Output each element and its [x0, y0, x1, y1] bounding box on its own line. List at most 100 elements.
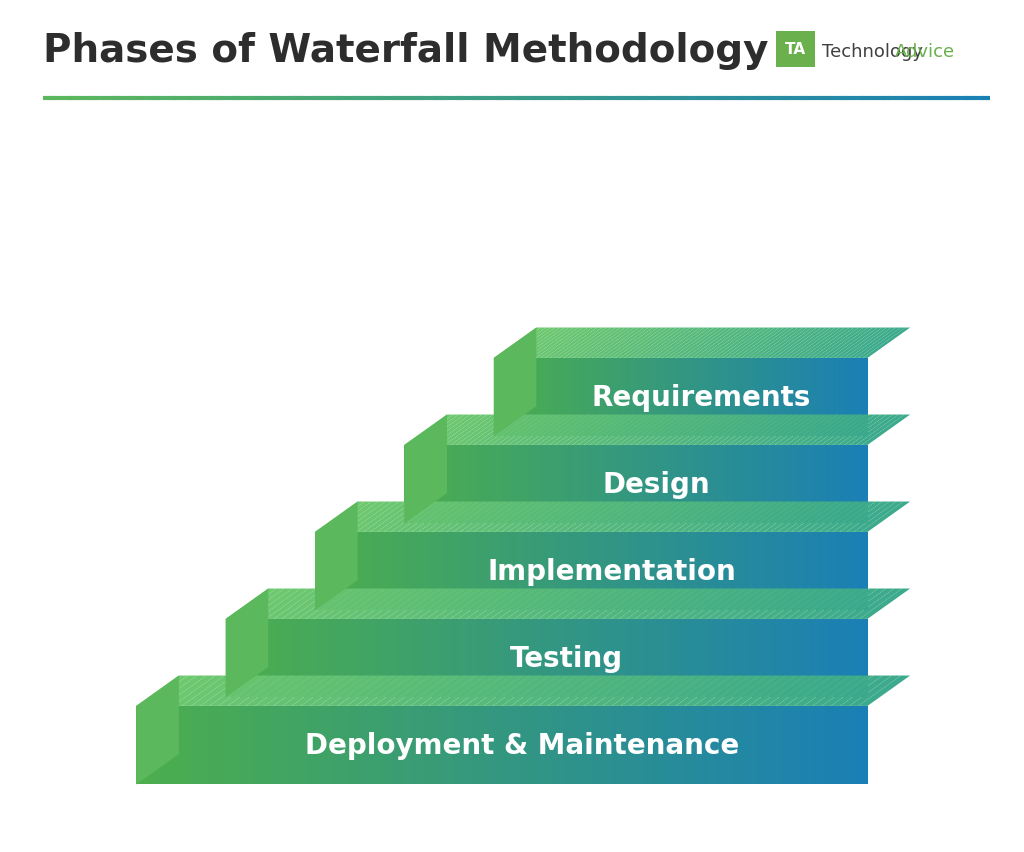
Bar — [535, 359, 538, 437]
Bar — [821, 532, 826, 611]
Polygon shape — [652, 328, 699, 359]
Text: TA: TA — [784, 43, 806, 57]
Polygon shape — [182, 676, 233, 706]
Bar — [451, 446, 455, 524]
Bar — [381, 619, 386, 698]
Polygon shape — [474, 415, 522, 446]
Polygon shape — [598, 502, 648, 532]
Polygon shape — [830, 676, 883, 706]
Polygon shape — [264, 676, 316, 706]
Polygon shape — [562, 589, 613, 619]
Bar — [215, 706, 222, 785]
Bar — [863, 446, 867, 524]
Bar — [667, 446, 671, 524]
Polygon shape — [611, 676, 664, 706]
Bar — [710, 446, 714, 524]
Bar — [833, 446, 837, 524]
Bar — [744, 619, 750, 698]
Bar — [572, 532, 578, 611]
Bar — [653, 619, 659, 698]
Bar — [753, 359, 756, 437]
Bar — [337, 706, 344, 785]
Bar — [547, 619, 552, 698]
Bar — [600, 359, 603, 437]
Polygon shape — [755, 589, 806, 619]
Bar — [768, 359, 771, 437]
Bar — [687, 359, 690, 437]
Bar — [322, 619, 328, 698]
Polygon shape — [653, 415, 701, 446]
Bar — [471, 532, 476, 611]
Polygon shape — [676, 328, 723, 359]
Polygon shape — [688, 502, 737, 532]
Bar — [531, 359, 535, 437]
Bar — [841, 619, 846, 698]
Bar — [509, 446, 513, 524]
Bar — [237, 619, 242, 698]
Bar — [725, 532, 729, 611]
Polygon shape — [602, 676, 654, 706]
Polygon shape — [741, 328, 788, 359]
Bar — [658, 359, 663, 437]
Polygon shape — [563, 502, 613, 532]
Polygon shape — [840, 502, 890, 532]
Polygon shape — [643, 589, 693, 619]
Bar — [762, 359, 765, 437]
Bar — [783, 359, 786, 437]
Bar — [740, 446, 744, 524]
Polygon shape — [615, 328, 663, 359]
Bar — [739, 619, 744, 698]
Bar — [489, 706, 496, 785]
Bar — [333, 619, 338, 698]
Bar — [675, 619, 681, 698]
Bar — [697, 446, 701, 524]
Polygon shape — [699, 415, 749, 446]
Bar — [628, 532, 633, 611]
Bar — [825, 446, 829, 524]
Bar — [544, 446, 548, 524]
Bar — [477, 706, 483, 785]
Polygon shape — [559, 328, 606, 359]
Polygon shape — [821, 328, 868, 359]
Polygon shape — [246, 676, 298, 706]
Bar — [764, 706, 770, 785]
Polygon shape — [667, 589, 718, 619]
Bar — [660, 532, 666, 611]
Polygon shape — [573, 328, 621, 359]
Bar — [161, 706, 167, 785]
Bar — [684, 359, 687, 437]
Polygon shape — [451, 415, 499, 446]
Bar — [659, 446, 664, 524]
Polygon shape — [701, 502, 752, 532]
Polygon shape — [420, 676, 471, 706]
Polygon shape — [494, 328, 541, 359]
Bar — [514, 619, 520, 698]
Bar — [674, 532, 679, 611]
Polygon shape — [601, 415, 649, 446]
Bar — [686, 619, 691, 698]
Bar — [814, 359, 818, 437]
Polygon shape — [723, 589, 774, 619]
Polygon shape — [780, 415, 829, 446]
Bar — [524, 446, 528, 524]
Polygon shape — [451, 589, 501, 619]
Bar — [748, 532, 753, 611]
Bar — [412, 532, 417, 611]
Polygon shape — [682, 415, 731, 446]
Polygon shape — [795, 676, 846, 706]
Polygon shape — [508, 328, 555, 359]
Bar — [837, 706, 844, 785]
Bar — [315, 532, 319, 611]
Bar — [329, 532, 334, 611]
Bar — [715, 359, 718, 437]
Bar — [408, 532, 412, 611]
Bar — [702, 706, 710, 785]
Bar — [707, 532, 711, 611]
Bar — [499, 532, 504, 611]
Polygon shape — [164, 676, 215, 706]
Bar — [514, 706, 520, 785]
Polygon shape — [627, 589, 678, 619]
Bar — [402, 532, 408, 611]
Bar — [461, 619, 467, 698]
Bar — [742, 359, 746, 437]
